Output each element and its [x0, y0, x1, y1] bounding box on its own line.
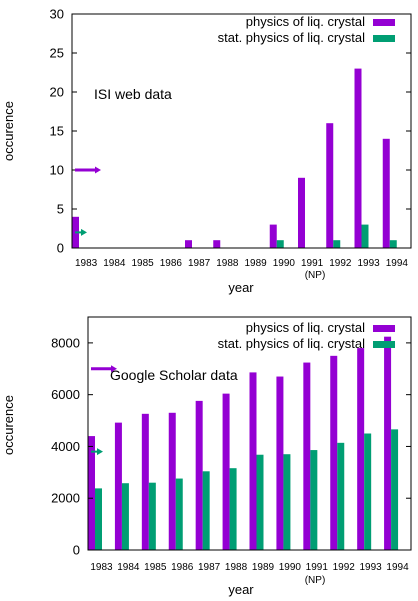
x-tick-label-1987: 1987	[188, 258, 211, 269]
y-tick-label: 10	[50, 163, 64, 178]
bar-physics-1988	[213, 240, 221, 248]
x-tick-label-1988: 1988	[216, 258, 239, 269]
bar-stat-physics-1990	[276, 240, 284, 248]
note-np: (NP)	[305, 270, 326, 281]
x-tick-label-1994: 1994	[386, 258, 409, 269]
bar-stat-physics-1986	[175, 478, 183, 550]
bar-physics-1993	[357, 348, 365, 550]
x-tick-label-1985: 1985	[132, 258, 155, 269]
annotation-isi: ISI web data	[94, 86, 172, 102]
bar-stat-physics-1984	[121, 483, 129, 550]
y-tick-label: 5	[57, 202, 64, 217]
bar-stat-physics-1993	[361, 224, 369, 248]
x-tick-label-1991: 1991	[301, 258, 324, 269]
bar-physics-1985	[141, 413, 149, 550]
x-axis-label: year	[228, 582, 254, 597]
bar-physics-1994	[384, 336, 392, 550]
y-tick-label: 2000	[51, 491, 80, 506]
x-tick-label-1983: 1983	[75, 258, 98, 269]
arrow-head-icon	[95, 166, 101, 174]
y-axis-label: occurence	[1, 101, 16, 161]
y-tick-label: 6000	[51, 387, 80, 402]
legend-label-stat-physics: stat. physics of liq. crystal	[218, 336, 365, 351]
legend-label-physics: physics of liq. crystal	[246, 14, 365, 29]
bar-stat-physics-1985	[148, 482, 156, 550]
bar-stat-physics-1993	[364, 433, 372, 550]
bar-physics-1984	[114, 422, 122, 550]
y-tick-label: 8000	[51, 335, 80, 350]
bar-stat-physics-1988	[229, 468, 237, 550]
bar-physics-1988	[222, 393, 230, 550]
legend-label-physics: physics of liq. crystal	[246, 320, 365, 335]
x-tick-label-1987: 1987	[198, 562, 221, 573]
bar-stat-physics-1983	[95, 488, 102, 550]
bar-stat-physics-1991	[310, 450, 318, 550]
legend-swatch-physics	[373, 19, 395, 26]
bar-physics-1987	[195, 400, 203, 550]
arrow-head-icon	[111, 365, 117, 373]
arrow-head-icon	[97, 448, 103, 456]
legend-swatch-stat-physics	[373, 35, 395, 42]
bar-physics-1994	[382, 138, 390, 248]
x-tick-label-1984: 1984	[103, 258, 126, 269]
x-tick-label-1986: 1986	[160, 258, 183, 269]
legend-swatch-physics	[373, 325, 395, 332]
bar-physics-1990	[276, 376, 284, 550]
bar-physics-1987	[185, 240, 192, 248]
bar-stat-physics-1987	[202, 471, 210, 550]
bar-physics-1993	[354, 68, 362, 248]
x-tick-label-1985: 1985	[144, 562, 167, 573]
legend-label-stat-physics: stat. physics of liq. crystal	[218, 30, 365, 45]
bar-stat-physics-1994	[391, 429, 399, 550]
y-tick-label: 4000	[51, 439, 80, 454]
note-np: (NP)	[305, 575, 326, 586]
chart-bottom: occurence year Google Scholar data (NP) …	[0, 300, 418, 601]
bar-physics-1990	[269, 224, 277, 248]
x-tick-label-1990: 1990	[273, 258, 296, 269]
x-tick-label-1994: 1994	[386, 562, 409, 573]
x-tick-label-1989: 1989	[252, 562, 275, 573]
chart-bottom-svg: occurence year Google Scholar data (NP) …	[1, 316, 412, 597]
x-tick-label-1993: 1993	[358, 258, 381, 269]
annotation-google-scholar: Google Scholar data	[110, 367, 238, 383]
y-axis-label: occurence	[1, 395, 16, 455]
x-axis-label: year	[228, 280, 254, 295]
bar-physics-1991	[303, 362, 311, 550]
bar-physics-1992	[326, 123, 334, 248]
bar-physics-1983	[88, 436, 95, 550]
x-tick-label-1992: 1992	[329, 258, 352, 269]
bar-stat-physics-1992	[337, 442, 345, 550]
x-tick-label-1986: 1986	[171, 562, 194, 573]
x-tick-label-1983: 1983	[90, 562, 113, 573]
bar-physics-1992	[330, 355, 338, 550]
x-tick-label-1992: 1992	[333, 562, 356, 573]
arrow-head-icon	[81, 228, 87, 236]
plot-frame	[87, 316, 412, 551]
bar-physics-1986	[168, 412, 176, 550]
bar-stat-physics-1994	[389, 240, 397, 248]
bar-physics-1991	[298, 177, 305, 248]
chart-top-svg: occurence year ISI web data (NP) 0 5 10 15 2…	[1, 7, 412, 295]
bar-stat-physics-1989	[256, 454, 264, 550]
legend-swatch-stat-physics	[373, 341, 395, 348]
x-tick-label-1991: 1991	[306, 562, 329, 573]
y-tick-label: 30	[50, 7, 64, 22]
y-tick-label: 0	[73, 543, 80, 558]
chart-top: occurence year ISI web data (NP) 0 5 10 15 2…	[0, 0, 418, 300]
y-tick-label: 20	[50, 85, 64, 100]
bar-stat-physics-1990	[283, 454, 291, 550]
y-tick-label: 25	[50, 46, 64, 61]
x-tick-label-1989: 1989	[245, 258, 268, 269]
bar-physics-1989	[249, 372, 257, 550]
y-tick-label: 15	[50, 124, 64, 139]
x-tick-label-1993: 1993	[360, 562, 383, 573]
x-tick-label-1984: 1984	[117, 562, 140, 573]
bar-stat-physics-1992	[333, 240, 341, 248]
x-tick-label-1988: 1988	[225, 562, 248, 573]
y-tick-label: 0	[57, 241, 64, 256]
x-tick-label-1990: 1990	[279, 562, 302, 573]
